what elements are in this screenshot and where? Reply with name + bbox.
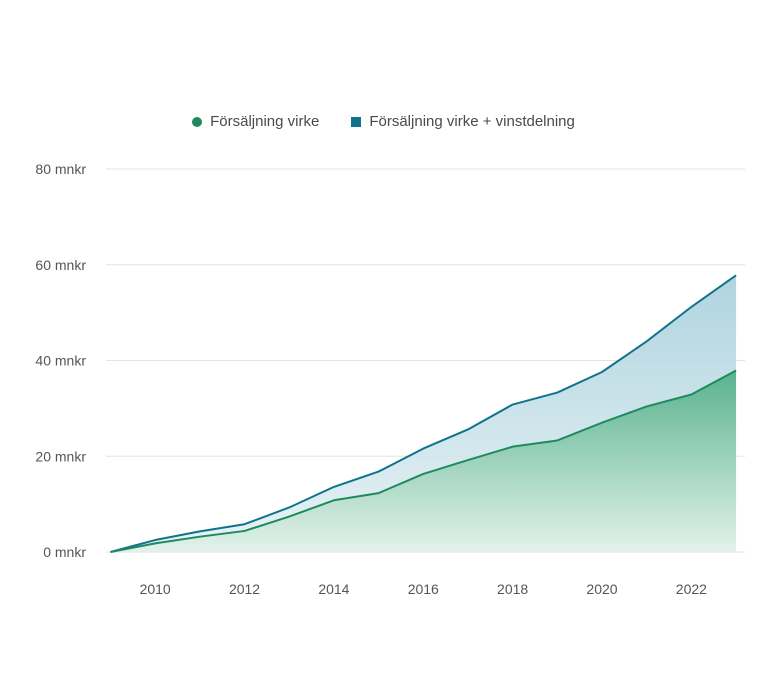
x-tick-label: 2012 [229, 581, 260, 597]
data-point-forsaljning-virke[interactable] [242, 528, 248, 534]
x-tick-label: 2016 [408, 581, 439, 597]
data-point-vinstdelning[interactable] [152, 537, 158, 543]
data-point-forsaljning-virke[interactable] [510, 444, 516, 450]
x-tick-label: 2020 [586, 581, 617, 597]
legend-item-forsaljning-vinstdelning[interactable]: Försäljning virke + vinstdelning [351, 113, 575, 130]
data-point-vinstdelning[interactable] [510, 402, 516, 408]
data-point-vinstdelning[interactable] [644, 338, 650, 344]
legend-label-forsaljning-vinstdelning: Försäljning virke + vinstdelning [369, 113, 575, 130]
data-point-vinstdelning[interactable] [331, 484, 337, 490]
data-point-forsaljning-virke[interactable] [644, 403, 650, 409]
data-point-forsaljning-virke[interactable] [286, 514, 292, 520]
series-line-forsaljning-virke [110, 369, 737, 553]
data-point-vinstdelning[interactable] [420, 446, 426, 452]
series-line-vinstdelning [110, 274, 737, 553]
x-tick-label: 2010 [140, 581, 171, 597]
legend-label-forsaljning-virke: Försäljning virke [210, 113, 320, 130]
x-tick-label: 2022 [676, 581, 707, 597]
y-axis-ticks: 0 mnkr 20 mnkr 40 mnkr 60 mnkr 80 mnkr [35, 161, 86, 560]
data-point-vinstdelning[interactable] [465, 426, 471, 432]
x-axis-ticks: 2010 2012 2014 2016 2018 2020 2022 [140, 581, 708, 597]
data-point-vinstdelning[interactable] [286, 504, 292, 510]
data-point-vinstdelning[interactable] [242, 521, 248, 527]
data-point-forsaljning-virke[interactable] [331, 497, 337, 503]
data-point-forsaljning-virke[interactable] [688, 391, 694, 397]
data-point-forsaljning-virke[interactable] [197, 534, 203, 540]
legend-marker-forsaljning-virke [192, 116, 203, 127]
y-tick-label: 0 mnkr [43, 544, 86, 560]
y-tick-label: 80 mnkr [35, 161, 86, 177]
chart-legend: Försäljning virke Försäljning virke + vi… [0, 113, 767, 130]
data-point-forsaljning-virke[interactable] [465, 457, 471, 463]
data-point-vinstdelning[interactable] [733, 272, 739, 278]
y-tick-label: 40 mnkr [35, 353, 86, 369]
legend-marker-forsaljning-vinstdelning [351, 116, 362, 127]
data-point-vinstdelning[interactable] [107, 549, 113, 555]
x-tick-label: 2014 [318, 581, 349, 597]
x-tick-label: 2018 [497, 581, 528, 597]
series-lines [107, 272, 739, 555]
data-point-forsaljning-virke[interactable] [554, 437, 560, 443]
area-fill-forsaljning-virke [110, 370, 737, 552]
legend-item-forsaljning-virke[interactable]: Försäljning virke [192, 113, 319, 130]
area-fill-vinstdelning [110, 275, 737, 552]
data-point-vinstdelning[interactable] [688, 304, 694, 310]
y-tick-label: 60 mnkr [35, 257, 86, 273]
data-point-vinstdelning[interactable] [376, 469, 382, 475]
data-point-forsaljning-virke[interactable] [420, 471, 426, 477]
data-point-vinstdelning[interactable] [599, 369, 605, 375]
data-point-forsaljning-virke[interactable] [733, 368, 739, 374]
y-tick-label: 20 mnkr [35, 448, 86, 464]
area-fills [110, 275, 737, 552]
data-point-vinstdelning[interactable] [197, 528, 203, 534]
data-point-vinstdelning[interactable] [554, 390, 560, 396]
data-point-forsaljning-virke[interactable] [376, 490, 382, 496]
data-point-forsaljning-virke[interactable] [599, 420, 605, 426]
